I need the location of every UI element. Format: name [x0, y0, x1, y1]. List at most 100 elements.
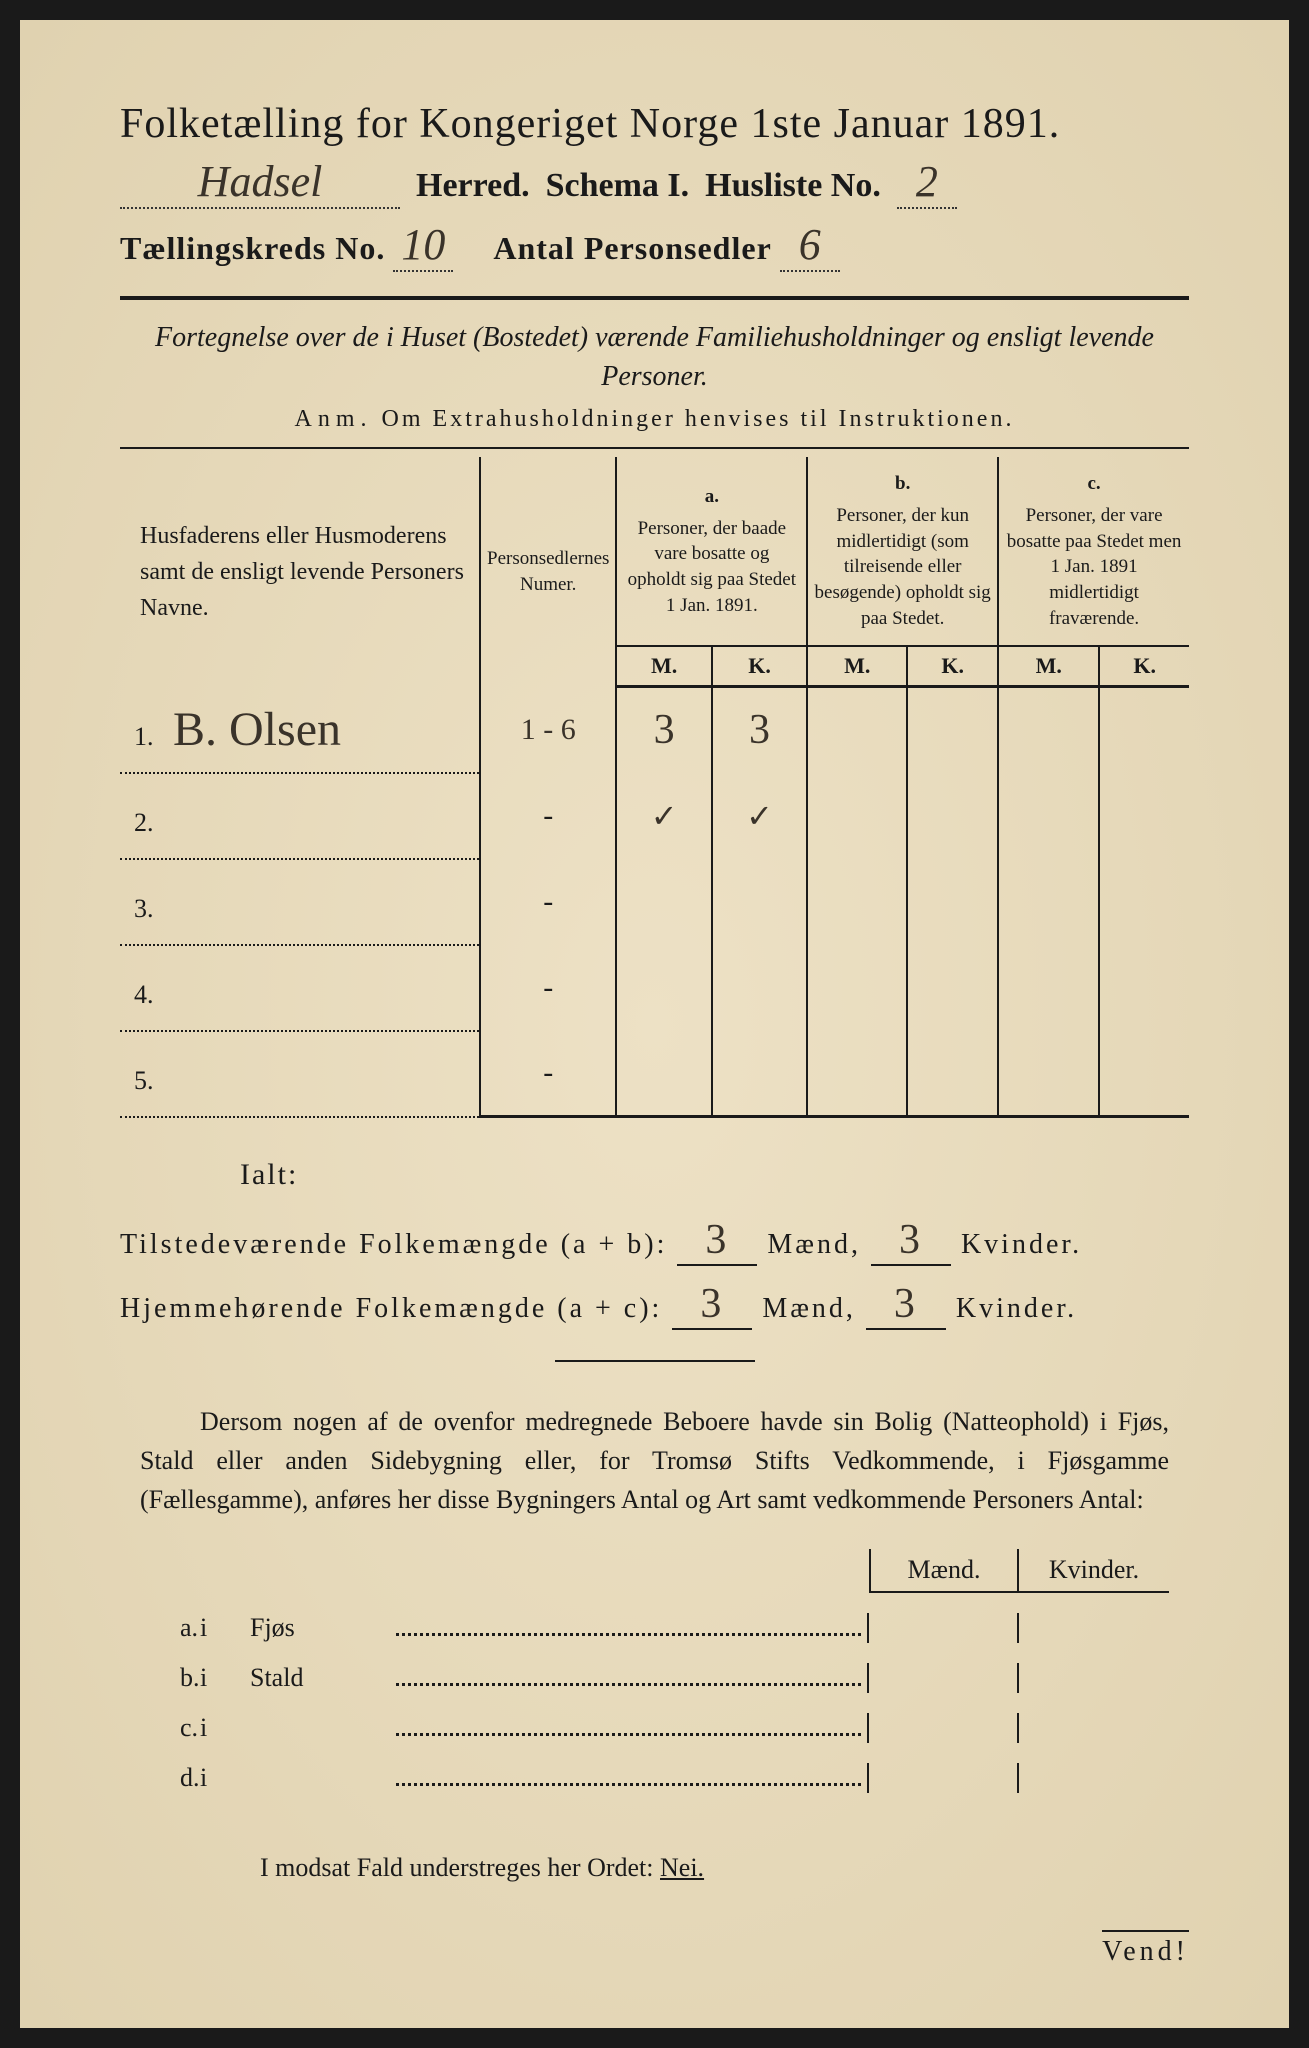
- subtitle: Fortegnelse over de i Huset (Bostedet) v…: [120, 318, 1189, 396]
- numer-cell: -: [480, 859, 616, 945]
- dotted-line: [396, 1768, 861, 1786]
- antal-label: Antal Personsedler: [493, 230, 771, 266]
- dotted-line: [396, 1618, 861, 1636]
- nei-pre: I modsat Fald understreges her Ordet:: [260, 1853, 660, 1882]
- ak-cell: [712, 859, 807, 945]
- ialt-label: Ialt:: [240, 1158, 1189, 1192]
- herred-label: Herred.: [416, 167, 530, 205]
- building-row-name: Fjøs: [250, 1613, 390, 1643]
- divider: [120, 296, 1189, 300]
- numer-cell: -: [480, 1031, 616, 1117]
- nei-line: I modsat Fald understreges her Ordet: Ne…: [260, 1853, 1189, 1883]
- building-cells: [867, 1763, 1169, 1793]
- building-cells: [867, 1663, 1169, 1693]
- name-cell: 4.: [120, 945, 480, 1031]
- col-cm: M.: [998, 646, 1099, 687]
- bk-cell: [907, 859, 998, 945]
- dotted-line: [396, 1718, 861, 1736]
- col-bm: M.: [807, 646, 907, 687]
- header-row-kreds: Tællingskreds No. 10 Antal Personsedler …: [120, 219, 1189, 272]
- building-maend-header: Mænd.: [869, 1549, 1019, 1593]
- totals-line1-label: Tilstedeværende Folkemængde (a + b):: [120, 1229, 667, 1261]
- totals-resident: Hjemmehørende Folkemængde (a + c): 3 Mæn…: [120, 1280, 1189, 1330]
- ak-cell: 3: [712, 687, 807, 773]
- name-cell: 1. B. Olsen: [120, 687, 480, 773]
- col-names-header: Husfaderens eller Husmoderens samt de en…: [120, 457, 480, 686]
- schema-label: Schema I.: [546, 167, 690, 205]
- kvinder-label: Kvinder.: [956, 1293, 1077, 1325]
- am-cell: [616, 945, 711, 1031]
- building-row-letter: b.: [140, 1663, 200, 1693]
- building-row-i: i: [200, 1663, 250, 1693]
- cm-cell: [998, 859, 1099, 945]
- husliste-label: Husliste No.: [705, 167, 881, 205]
- totals-line2-label: Hjemmehørende Folkemængde (a + c):: [120, 1293, 662, 1325]
- antal-value: 6: [780, 219, 840, 272]
- totals-present: Tilstedeværende Folkemængde (a + b): 3 M…: [120, 1216, 1189, 1266]
- col-c-header: c. Personer, der vare bosatte paa Stedet…: [998, 457, 1189, 646]
- ck-cell: [1099, 945, 1189, 1031]
- ak-cell: [712, 945, 807, 1031]
- maend-label: Mænd,: [767, 1229, 861, 1261]
- am-cell: 3: [616, 687, 711, 773]
- numer-cell: 1 - 6: [480, 687, 616, 773]
- cm-cell: [998, 1031, 1099, 1117]
- bk-cell: [907, 773, 998, 859]
- building-row: a.iFjøs: [140, 1603, 1169, 1653]
- am-cell: [616, 859, 711, 945]
- ak-cell: [712, 1031, 807, 1117]
- building-row: d.i: [140, 1753, 1169, 1803]
- nei-word: Nei.: [660, 1853, 704, 1882]
- numer-cell: -: [480, 773, 616, 859]
- bm-cell: [807, 1031, 907, 1117]
- ck-cell: [1099, 687, 1189, 773]
- totals-l2-k: 3: [866, 1280, 946, 1330]
- kreds-label: Tællingskreds No.: [120, 230, 385, 266]
- anm-text: Om Extrahusholdninger henvises til Instr…: [382, 406, 1015, 432]
- ck-cell: [1099, 1031, 1189, 1117]
- table-row: 1. B. Olsen1 - 633: [120, 687, 1189, 773]
- bk-cell: [907, 945, 998, 1031]
- cm-cell: [998, 687, 1099, 773]
- am-cell: ✓: [616, 773, 711, 859]
- annotation-line: Anm. Om Extrahusholdninger henvises til …: [120, 406, 1189, 433]
- table-row: 5. -: [120, 1031, 1189, 1117]
- kvinder-label: Kvinder.: [961, 1229, 1082, 1261]
- col-numer-header: Personsedlernes Numer.: [480, 457, 616, 686]
- bk-cell: [907, 687, 998, 773]
- divider: [120, 447, 1189, 449]
- bk-cell: [907, 1031, 998, 1117]
- building-row: b.iStald: [140, 1653, 1169, 1703]
- building-row: c.i: [140, 1703, 1169, 1753]
- bm-cell: [807, 773, 907, 859]
- header-row-herred: Hadsel Herred. Schema I. Husliste No. 2: [120, 156, 1189, 209]
- kreds-value: 10: [393, 219, 453, 272]
- totals-l2-m: 3: [672, 1280, 752, 1330]
- building-row-i: i: [200, 1763, 250, 1793]
- col-ck: K.: [1099, 646, 1189, 687]
- census-form-page: Folketælling for Kongeriget Norge 1ste J…: [20, 20, 1289, 2028]
- husliste-value: 2: [897, 156, 957, 209]
- building-paragraph: Dersom nogen af de ovenfor medregnede Be…: [140, 1402, 1169, 1519]
- building-cells: [867, 1613, 1169, 1643]
- bm-cell: [807, 687, 907, 773]
- col-a-header: a. Personer, der baade vare bosatte og o…: [616, 457, 807, 646]
- numer-cell: -: [480, 945, 616, 1031]
- building-table: Mænd. Kvinder. a.iFjøsb.iStaldc.id.i: [140, 1539, 1169, 1803]
- name-cell: 3.: [120, 859, 480, 945]
- building-row-i: i: [200, 1713, 250, 1743]
- name-cell: 5.: [120, 1031, 480, 1117]
- anm-label: Anm.: [295, 406, 373, 432]
- col-bk: K.: [907, 646, 998, 687]
- building-row-name: Stald: [250, 1663, 390, 1693]
- dotted-line: [396, 1668, 861, 1686]
- table-row: 4. -: [120, 945, 1189, 1031]
- ck-cell: [1099, 859, 1189, 945]
- table-row: 2. -✓✓: [120, 773, 1189, 859]
- building-kvinder-header: Kvinder.: [1019, 1549, 1169, 1593]
- building-row-letter: c.: [140, 1713, 200, 1743]
- household-table: Husfaderens eller Husmoderens samt de en…: [120, 457, 1189, 1118]
- herred-value: Hadsel: [120, 156, 400, 209]
- col-b-header: b. Personer, der kun midlertidigt (som t…: [807, 457, 998, 646]
- vend-label: Vend!: [1102, 1930, 1189, 1968]
